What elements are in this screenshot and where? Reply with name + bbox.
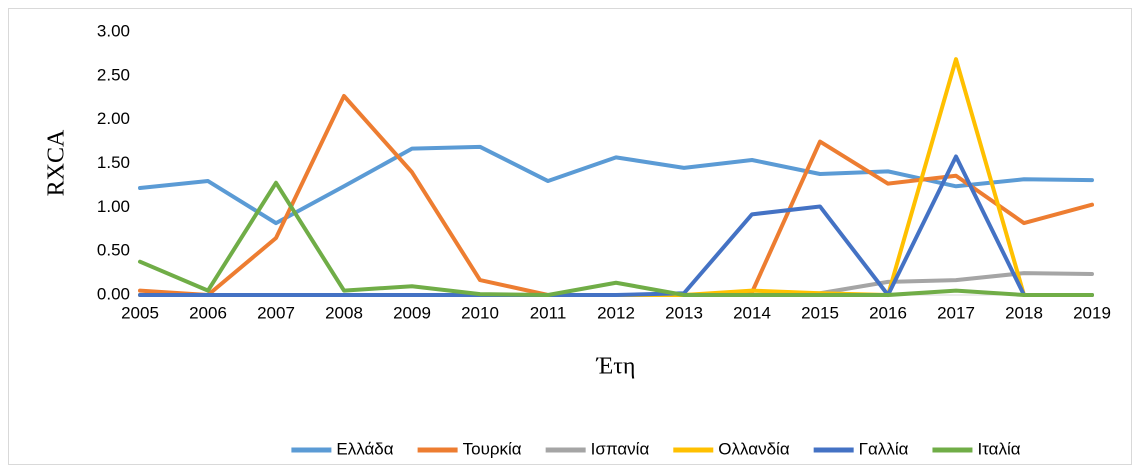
x-tick-label: 2010 xyxy=(461,303,499,322)
x-tick-label: 2019 xyxy=(1073,303,1111,322)
x-axis-title: Έτη xyxy=(596,354,636,380)
y-tick-label: 3.00 xyxy=(97,21,130,40)
x-tick-label: 2016 xyxy=(869,303,907,322)
x-tick-label: 2005 xyxy=(121,303,159,322)
chart-border xyxy=(8,8,1132,465)
x-tick-label: 2015 xyxy=(801,303,839,322)
data-line xyxy=(138,180,1094,297)
legend-label: Ολλανδία xyxy=(718,439,790,458)
legend-label: Ιταλία xyxy=(977,439,1020,458)
x-tick-label: 2009 xyxy=(393,303,431,322)
x-tick-label: 2008 xyxy=(325,303,363,322)
x-tick-label: 2012 xyxy=(597,303,635,322)
y-tick-label: 0.00 xyxy=(97,284,130,303)
y-tick-label: 2.50 xyxy=(97,65,130,84)
y-tick-label: 2.00 xyxy=(97,109,130,128)
legend-label: Ελλάδα xyxy=(336,439,393,458)
x-tick-label: 2006 xyxy=(189,303,227,322)
legend-label: Ισπανία xyxy=(591,439,650,458)
data-line xyxy=(138,144,1094,226)
y-tick-label: 1.00 xyxy=(97,197,130,216)
data-line xyxy=(138,154,1094,297)
x-tick-label: 2018 xyxy=(1005,303,1043,322)
y-axis-title: RXCA xyxy=(44,129,70,196)
x-tick-label: 2017 xyxy=(937,303,975,322)
legend-label: Τουρκία xyxy=(463,439,522,458)
legend-label: Γαλλία xyxy=(859,439,909,458)
x-tick-label: 2007 xyxy=(257,303,295,322)
y-tick-label: 0.50 xyxy=(97,241,130,260)
x-tick-label: 2014 xyxy=(733,303,771,322)
y-tick-label: 1.50 xyxy=(97,153,130,172)
x-tick-label: 2013 xyxy=(665,303,703,322)
x-tick-label: 2011 xyxy=(530,303,567,322)
